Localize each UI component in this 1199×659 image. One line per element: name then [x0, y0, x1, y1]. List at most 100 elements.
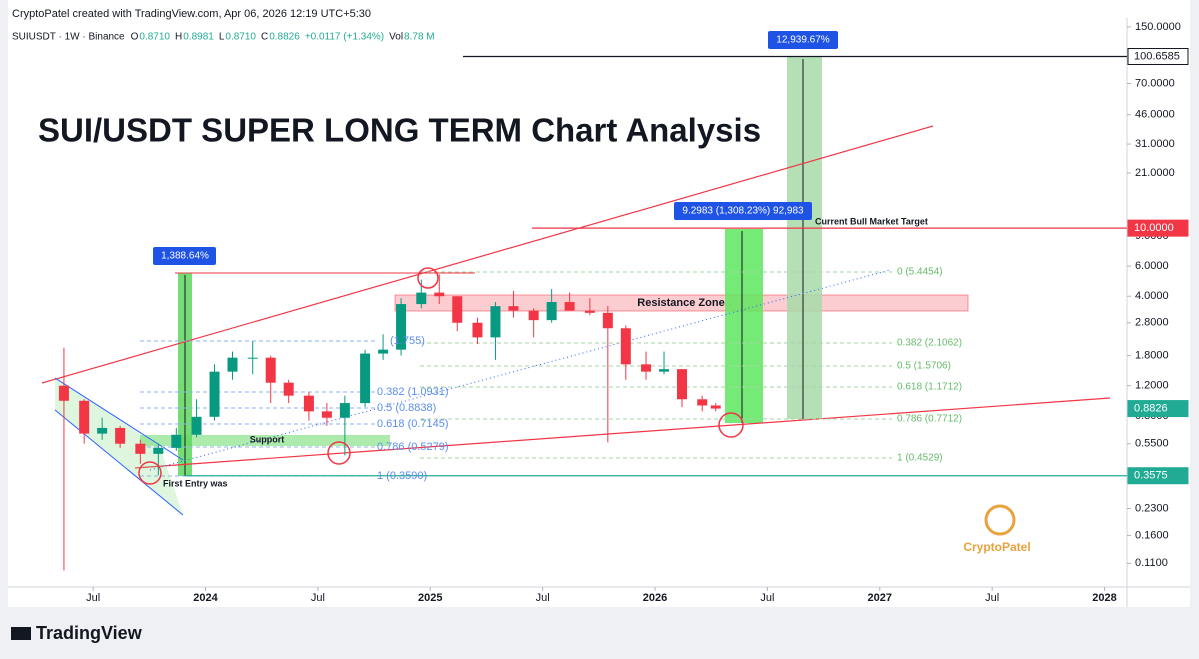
x-tick-label: Jul [311, 592, 325, 604]
fib-label: 0.5 (1.5706) [897, 361, 951, 372]
candle-body [378, 349, 389, 354]
candle-body [135, 443, 146, 454]
candle-body [602, 312, 613, 329]
label-box [153, 247, 216, 265]
x-tick-label: Jul [86, 592, 100, 604]
candle-body [697, 399, 708, 406]
candle-body [564, 302, 575, 311]
header-text: L [219, 32, 225, 43]
candle-body [247, 357, 258, 359]
projection-box [787, 57, 822, 419]
symbol-row: SUIUSDT · 1W · Binance O 0.8710 H 0.8981 L 0.8… [12, 32, 435, 43]
candle-body [416, 292, 427, 305]
x-tick-label: Jul [760, 592, 774, 604]
price-label: 10.0000 [1134, 222, 1174, 234]
header-text: O [131, 32, 139, 43]
fib-label: 1 (0.4529) [897, 453, 943, 464]
candle-body [528, 310, 539, 321]
plot: 150.000070.000046.000031.000021.00009.00… [58, 21, 1189, 604]
fib-right-lines [420, 271, 892, 459]
x-tick-label: 2028 [1092, 592, 1116, 604]
fib-right-labels: 0 (5.4454) 0.382 (2.1062) 0.5 (1.5706) 0… [897, 267, 962, 464]
y-tick-label: 0.2300 [1135, 502, 1169, 514]
x-tick-label: Jul [536, 592, 550, 604]
chart-title: SUI/USDT SUPER LONG TERM Chart Analysis [38, 112, 761, 149]
header-text: Vol [389, 32, 403, 43]
circle [718, 412, 744, 438]
candle-body [58, 385, 69, 401]
candle-body [434, 292, 445, 297]
price-label: 100.6585 [1134, 50, 1180, 62]
circle [327, 441, 351, 465]
header-text: 0.8981 [183, 32, 214, 43]
x-tick-label: 2026 [643, 592, 667, 604]
candle-body [339, 403, 350, 418]
trendline [41, 125, 934, 384]
footer-brand: TradingView [36, 623, 143, 643]
circle [138, 461, 162, 485]
candle-body [283, 382, 294, 396]
candle-body [321, 411, 332, 418]
fib-label: 0.5 (0.8838) [377, 402, 436, 414]
trendline [134, 397, 1111, 469]
candle-body [676, 369, 687, 400]
y-tick-label: 70.0000 [1135, 77, 1175, 89]
price-label-box [1127, 467, 1189, 485]
circle [417, 267, 439, 289]
candle-body [360, 353, 371, 404]
y-tick-label: 0.1100 [1135, 557, 1168, 569]
candle-body [265, 357, 276, 383]
fib-label: 1 (0.3590) [377, 470, 427, 482]
header-text: SUIUSDT · 1W · Binance [12, 32, 125, 43]
fib-label: 0.382 (2.1062) [897, 338, 962, 349]
channel-line [54, 377, 184, 461]
logo: CryptoPatel [963, 540, 1030, 554]
gain-label: 12,939.67% [776, 35, 829, 46]
y-tick-label: 4.0000 [1135, 290, 1169, 302]
y-tick-label: 1.2000 [1135, 380, 1169, 392]
candle-body [490, 306, 501, 338]
footer-logo [11, 627, 31, 640]
support-label: Support [250, 434, 285, 444]
header-text: C [261, 32, 268, 43]
y-tick-label: 150.0000 [1135, 21, 1181, 33]
candle-body [115, 427, 126, 444]
y-tick-label: 6.0000 [1135, 260, 1169, 272]
fib-label: 0.618 (0.7145) [377, 418, 449, 430]
label-box [674, 202, 812, 220]
y-tick-label: 21.0000 [1135, 167, 1175, 179]
candle-body [191, 416, 202, 435]
logo-mark [984, 504, 1016, 536]
resistance-label: Resistance Zone [637, 297, 724, 309]
gain-label: 1,388.64% [161, 251, 209, 262]
price-label: 0.3575 [1134, 470, 1168, 482]
fib-label: 0.786 (0.7712) [897, 414, 962, 425]
candle-body [584, 310, 595, 313]
gain-label: 9.2983 (1,308.23%) 92,983 [682, 206, 804, 217]
candle-body [97, 427, 108, 434]
chart-pane [8, 0, 1190, 607]
target-label: Current Bull Market Target [815, 216, 928, 226]
y-tick-label: 1.8000 [1135, 349, 1169, 361]
y-tick-label: 46.0000 [1135, 109, 1175, 121]
y-tick-label: 0.5500 [1135, 438, 1169, 450]
candle-body [396, 304, 407, 350]
price-label-box [1127, 400, 1189, 418]
candle-body [171, 434, 182, 448]
resistance-zone [394, 294, 969, 312]
x-tick-label: Jul [985, 592, 999, 604]
price-label-box [1127, 48, 1189, 66]
y-tick-label: 2.8000 [1135, 317, 1169, 329]
candle-body [641, 364, 652, 372]
fib-label: 0.618 (1.1712) [897, 382, 962, 393]
candle-body [710, 405, 721, 409]
candle-body [620, 328, 631, 365]
support-zone [140, 435, 390, 446]
label-box [768, 31, 838, 49]
header-text: 0.8826 [269, 32, 300, 43]
fib-label: 0 (5.4454) [897, 267, 943, 278]
candle-body [659, 369, 670, 372]
candle-body [153, 447, 164, 454]
entry-label: First Entry was [163, 478, 228, 488]
